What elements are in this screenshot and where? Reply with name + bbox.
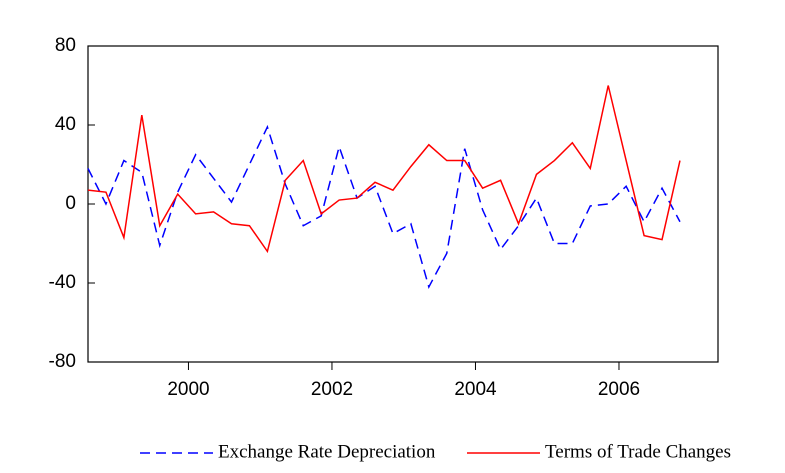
y-tick-label: -40 — [49, 272, 76, 293]
y-tick-label: -80 — [49, 351, 76, 372]
y-tick-label: 0 — [65, 193, 76, 214]
x-tick-label: 2002 — [311, 379, 353, 400]
x-tick-label: 2004 — [454, 379, 497, 400]
y-tick-label: 40 — [55, 114, 76, 135]
series-line — [87, 124, 681, 289]
legend-label: Exchange Rate Depreciation — [218, 441, 436, 462]
x-tick-label: 2006 — [598, 379, 640, 400]
x-tick-label: 2000 — [167, 379, 209, 400]
plot-frame — [87, 45, 719, 363]
series-line — [87, 85, 681, 254]
legend-label: Terms of Trade Changes — [545, 441, 731, 462]
y-tick-label: 80 — [55, 35, 76, 56]
